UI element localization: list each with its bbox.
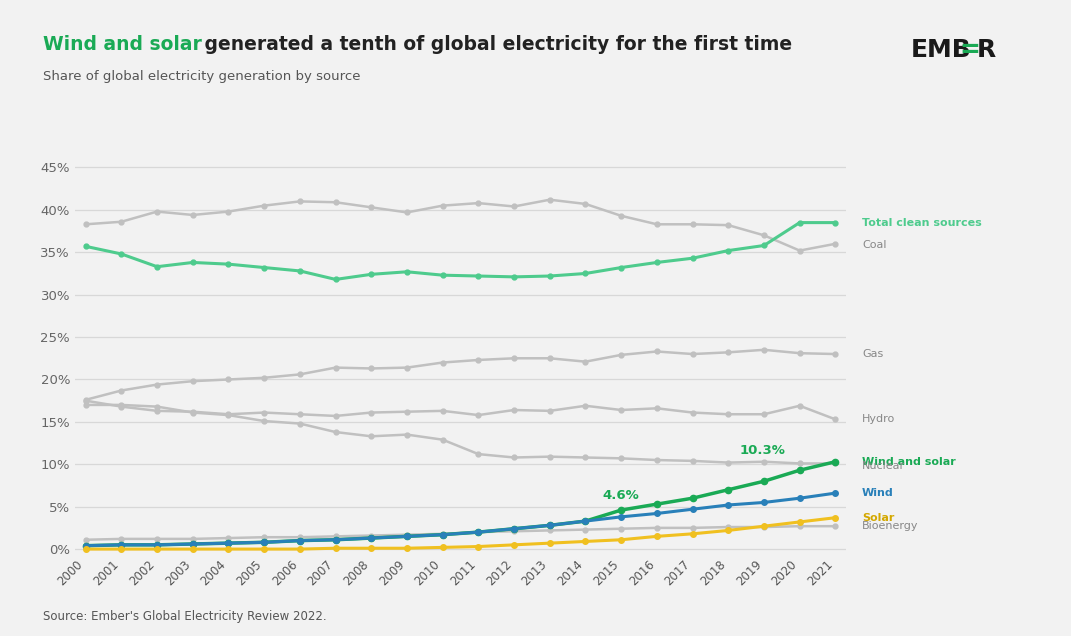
Text: 4.6%: 4.6% <box>603 488 639 502</box>
Text: Wind and solar: Wind and solar <box>43 35 201 54</box>
Text: R: R <box>977 38 996 62</box>
Text: Wind: Wind <box>862 488 894 498</box>
Text: generated a tenth of global electricity for the first time: generated a tenth of global electricity … <box>198 35 793 54</box>
Text: Solar: Solar <box>862 513 894 523</box>
Text: Bioenergy: Bioenergy <box>862 521 919 531</box>
Text: Source: Ember's Global Electricity Review 2022.: Source: Ember's Global Electricity Revie… <box>43 611 327 623</box>
Text: Wind and solar: Wind and solar <box>862 457 956 467</box>
Text: 10.3%: 10.3% <box>739 445 785 457</box>
Text: Share of global electricity generation by source: Share of global electricity generation b… <box>43 70 360 83</box>
Text: Coal: Coal <box>862 240 887 251</box>
Text: Nuclear: Nuclear <box>862 461 905 471</box>
Text: Hydro: Hydro <box>862 414 895 424</box>
Text: Gas: Gas <box>862 349 884 359</box>
Text: EMB: EMB <box>910 38 971 62</box>
Text: Total clean sources: Total clean sources <box>862 218 982 228</box>
Text: =: = <box>960 38 980 62</box>
